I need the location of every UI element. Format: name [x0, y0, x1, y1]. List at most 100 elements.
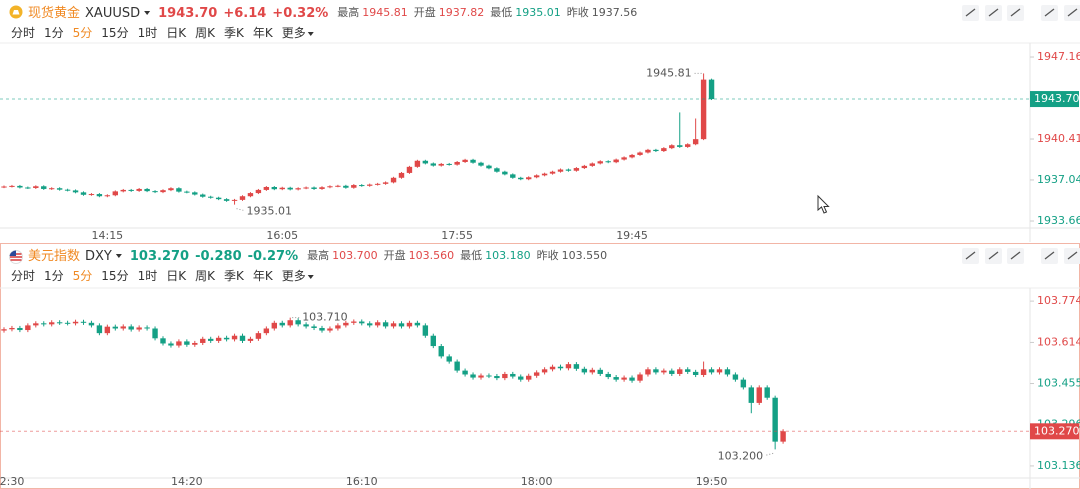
candle-body: [208, 338, 214, 341]
period-option[interactable]: 15分: [101, 269, 128, 283]
candle-body: [343, 185, 349, 188]
candle-body: [414, 322, 421, 326]
candle-body: [168, 188, 174, 191]
candle-body: [88, 194, 95, 196]
candle-body: [557, 169, 564, 172]
candle-body: [1, 186, 7, 188]
candle-body: [176, 341, 182, 346]
candle-body: [748, 387, 754, 403]
candle-body: [335, 185, 341, 187]
candle-body: [533, 372, 540, 376]
candle-body: [192, 342, 198, 345]
period-option[interactable]: 1时: [138, 26, 158, 40]
candle-body: [518, 177, 524, 180]
candle-body: [708, 369, 715, 373]
candle-body: [486, 165, 492, 169]
candle-body: [486, 375, 492, 377]
candle-body: [406, 322, 413, 327]
y-tick-label: 103.774: [1037, 294, 1080, 307]
period-option[interactable]: 年K: [253, 269, 274, 283]
candle-body: [247, 193, 254, 197]
candle-body: [549, 366, 556, 370]
candle-body: [708, 79, 715, 100]
quote-header: 美元指数 DXY 103.270 -0.280 -0.27% 最高 103.700 开盘 103…: [28, 248, 607, 264]
stat-value: 1937.82: [439, 6, 485, 19]
candle-body: [25, 325, 31, 331]
candle-body: [494, 168, 500, 172]
period-option[interactable]: 季K: [224, 269, 245, 283]
candle-body: [430, 163, 436, 166]
period-option[interactable]: 1时: [138, 269, 158, 283]
candle-body: [351, 185, 357, 188]
stat-value: 103.560: [409, 249, 455, 262]
period-option[interactable]: 15分: [101, 26, 128, 40]
stat-label: 最低: [460, 249, 482, 262]
candle-body: [533, 175, 540, 178]
toolbar-glyph: [1010, 8, 1021, 17]
period-option[interactable]: 分时: [11, 269, 35, 283]
stat-label: 开盘: [384, 248, 406, 262]
candle-body: [295, 320, 301, 325]
candle-body: [685, 369, 691, 372]
candle-body: [287, 320, 293, 326]
candle-body: [351, 321, 357, 323]
candle-body: [700, 369, 707, 375]
period-option[interactable]: 季K: [224, 26, 245, 40]
candle-body: [367, 323, 373, 326]
candle-body: [390, 323, 397, 327]
candle-body: [661, 148, 667, 152]
candle-body: [422, 160, 429, 164]
period-option[interactable]: 周K: [195, 269, 216, 283]
period-option[interactable]: 年K: [253, 26, 274, 40]
extreme-label: 1935.01: [247, 205, 292, 218]
candle-body: [72, 321, 79, 324]
candle-body: [398, 323, 405, 327]
extreme-label: 1945.81: [646, 66, 692, 79]
candle-body: [510, 373, 516, 377]
period-option[interactable]: 日K: [166, 269, 187, 283]
period-option[interactable]: 日K: [166, 26, 187, 40]
candle-body: [128, 326, 134, 330]
candle-body: [454, 361, 460, 371]
candle-body: [478, 375, 484, 378]
period-option[interactable]: 5分: [73, 269, 93, 283]
candle-body: [669, 370, 675, 374]
period-option[interactable]: 更多: [282, 26, 306, 40]
period-option[interactable]: 更多: [282, 269, 306, 283]
candle-body: [184, 341, 190, 345]
candle-body: [565, 364, 572, 369]
candle-body: [613, 159, 619, 163]
candle-body: [49, 188, 55, 190]
extreme-leader: [765, 452, 774, 456]
candle-body: [406, 166, 413, 173]
candle-body: [223, 199, 230, 201]
candle-body: [772, 397, 778, 442]
period-option[interactable]: 1分: [44, 26, 64, 40]
x-tick-label: 16:10: [346, 475, 378, 488]
toolbar-glyph: [1010, 251, 1021, 260]
extreme-leader: [236, 208, 245, 212]
stat-label: 最高: [337, 5, 359, 19]
candle-body: [390, 177, 397, 183]
candle-body: [398, 172, 405, 178]
candle-body: [192, 192, 198, 195]
candle-body: [692, 139, 699, 145]
candle-body: [41, 323, 47, 325]
last-price-label: 103.270: [1034, 424, 1080, 437]
last-price-tag: [1030, 91, 1079, 108]
y-tick-label: 1947.16: [1037, 50, 1080, 63]
candle-body: [56, 322, 63, 324]
candle-body: [446, 356, 452, 362]
candle-body: [438, 163, 444, 166]
period-option[interactable]: 1分: [44, 269, 64, 283]
candle-body: [72, 190, 79, 193]
last-price: 103.270: [130, 249, 189, 264]
period-option[interactable]: 周K: [195, 26, 216, 40]
price-change-pct: +0.32%: [272, 6, 328, 21]
candle-body: [152, 191, 158, 193]
y-tick-label: 1937.04: [1037, 173, 1080, 186]
candle-body: [382, 322, 389, 327]
period-option[interactable]: 分时: [11, 26, 35, 40]
period-option[interactable]: 5分: [73, 26, 93, 40]
instrument-name: 现货黄金: [28, 5, 80, 21]
